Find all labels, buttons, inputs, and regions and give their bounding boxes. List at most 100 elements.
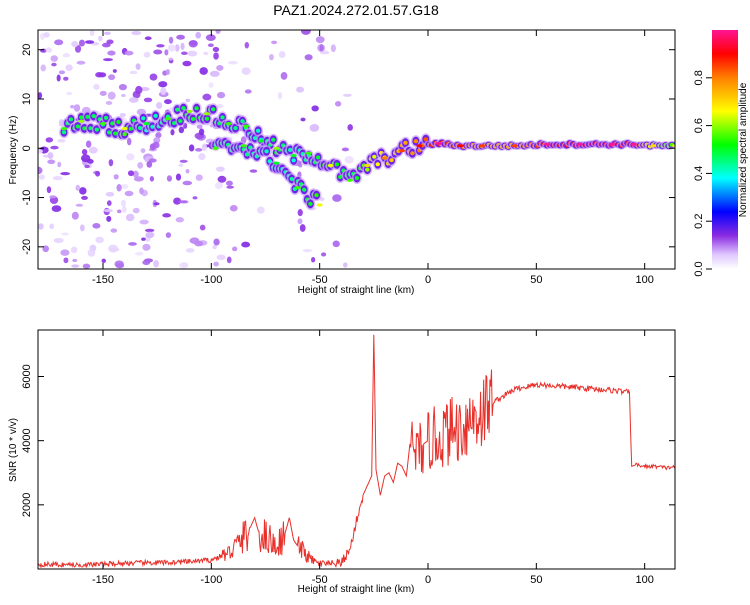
spectrogram-frame xyxy=(37,29,676,270)
spectrogram-ridge-peak xyxy=(364,163,371,168)
spectrogram-ridge-core xyxy=(334,162,340,167)
spectrogram-ridge-core xyxy=(178,119,183,124)
snr-x-tick-label: 50 xyxy=(530,574,542,586)
snr-x-ticks: -150 -100 -50 0 50 100 xyxy=(92,330,654,586)
spectrogram-ridge-core xyxy=(88,126,93,131)
spectrogram-noise-cell xyxy=(143,51,151,58)
spectrogram-ridge-peak xyxy=(327,163,334,168)
spectrogram-noise-cell xyxy=(344,156,354,164)
spectrogram-ridge-core xyxy=(122,132,127,137)
spectrogram-ridge-peak xyxy=(290,154,297,158)
spectrogram-noise-cell xyxy=(160,87,167,95)
spectrogram-noise-cell xyxy=(216,65,224,71)
spectrogram-noise-cell xyxy=(165,232,172,238)
spectrogram-ridge-core xyxy=(375,162,380,167)
spectrogram-noise-cell xyxy=(330,44,336,53)
spectrogram-noise-cell xyxy=(45,137,54,143)
spectrogram-noise-cell xyxy=(71,211,79,220)
spectrogram-noise-cell xyxy=(188,144,195,152)
snr-series-line xyxy=(38,334,675,569)
spectrogram-noise-cell xyxy=(103,58,113,62)
spectrogram-noise-cell xyxy=(50,145,59,150)
spectrogram-noise-cell xyxy=(139,187,144,195)
spectrogram-ridge-core xyxy=(75,124,81,129)
colorbar-tick-label: 0.8 xyxy=(693,70,705,85)
spectrogram-noise-cell xyxy=(61,232,69,236)
spectrogram-ridge-core xyxy=(150,124,155,129)
spectrogram-ridge-peak xyxy=(305,151,312,155)
spectrogram-noise-cell xyxy=(95,236,104,244)
snr-x-tick-label: -100 xyxy=(200,574,222,586)
spectrogram-noise-cell xyxy=(82,263,91,269)
colorbar-tick-label: 0.0 xyxy=(693,261,705,276)
spectrogram-noise-cell xyxy=(71,264,80,268)
spectrogram-noise-cell xyxy=(192,196,198,200)
spectrogram-noise-cell xyxy=(116,184,122,192)
spectrogram-ridge-core xyxy=(94,127,100,132)
spectrogram-secondary-ridge-core xyxy=(301,187,307,192)
spectrogram-ridge-peak xyxy=(544,142,551,146)
spectrogram-noise-cell xyxy=(84,164,90,169)
spectrogram-noise-cell xyxy=(195,31,202,39)
spectrogram-noise-cell xyxy=(153,202,160,206)
spectrogram-noise-cell xyxy=(343,93,352,97)
spectrogram-noise-cell xyxy=(146,161,153,168)
spectrogram-noise-cell xyxy=(128,97,139,103)
spectrogram-noise-cell xyxy=(205,34,216,41)
spectrogram-ridge-core xyxy=(85,114,90,119)
spectrogram-noise-cell xyxy=(277,92,283,100)
spectrogram-ridge xyxy=(59,102,675,210)
spectrogram-y-tick-label: 0 xyxy=(21,145,33,151)
spectrogram-noise-cell xyxy=(106,200,112,206)
spectrogram-noise-cell xyxy=(166,175,173,182)
spectrogram-x-tick-label: -100 xyxy=(200,274,222,286)
spectrogram-noise-cell xyxy=(113,174,119,180)
spectrogram-noise-cell xyxy=(75,184,81,191)
spectrogram-noise-cell xyxy=(215,30,221,35)
colorbar-ticks: 0.0 0.2 0.4 0.6 0.8 xyxy=(693,70,712,277)
spectrogram-y-tick-label: 20 xyxy=(21,44,33,56)
spectrogram-noise-cell xyxy=(58,70,66,75)
spectrogram-noise-cell xyxy=(103,31,111,36)
spectrogram-ridge-core xyxy=(82,126,87,131)
spectrogram-ridge-peak xyxy=(258,139,265,143)
spectrogram-ridge-core xyxy=(171,121,177,126)
spectrogram-ridge-core xyxy=(291,158,296,163)
spectrogram-ridge-peak xyxy=(225,122,232,126)
spectrogram-noise-cell xyxy=(202,93,212,101)
spectrogram-noise-cell xyxy=(57,138,66,143)
spectrogram-ridge-core xyxy=(271,137,276,142)
spectrogram-noise-cell xyxy=(158,81,168,88)
spectrogram-noise-cell xyxy=(70,104,75,109)
spectrogram-noise-cell xyxy=(43,32,50,38)
snr-frame xyxy=(37,329,676,570)
spectrogram-noise-cell xyxy=(144,228,155,233)
spectrogram-noise-cell xyxy=(52,175,63,181)
spectrogram-noise-cell xyxy=(199,224,206,231)
spectrogram-noise-cell xyxy=(301,30,311,35)
spectrogram-noise-cell xyxy=(178,126,185,134)
spectrogram-noise-cell xyxy=(213,238,220,246)
spectrogram-noise-cell xyxy=(116,209,122,214)
spectrogram-ridge-peak xyxy=(435,141,442,145)
spectrogram-noise-cell xyxy=(120,199,126,207)
spectrogram-ridge-peak xyxy=(457,144,464,148)
spectrogram-noise-cell xyxy=(60,172,71,176)
spectrogram-noise-cell xyxy=(298,163,303,168)
spectrogram-secondary-ridge-peak xyxy=(273,161,280,165)
spectrogram-noise-cell xyxy=(49,195,57,199)
spectrogram-noise-cell xyxy=(89,30,95,37)
spectrogram-noise-cell xyxy=(198,128,205,136)
spectrogram-noise-cell xyxy=(213,52,219,60)
spectrogram-secondary-ridge-peak xyxy=(316,203,323,207)
spectrogram-noise-cell xyxy=(38,223,44,230)
spectrogram-noise-cell xyxy=(185,98,191,103)
spectrogram-ridge-core xyxy=(204,116,210,121)
spectrogram-noise-cell xyxy=(45,47,53,53)
spectrogram-ridge-core xyxy=(106,130,112,135)
spectrogram-noise-cell xyxy=(149,176,155,182)
spectrogram-noise-cell xyxy=(140,86,150,92)
spectrogram-noise-cell xyxy=(74,44,82,53)
spectrogram-noise-cell xyxy=(101,258,106,264)
